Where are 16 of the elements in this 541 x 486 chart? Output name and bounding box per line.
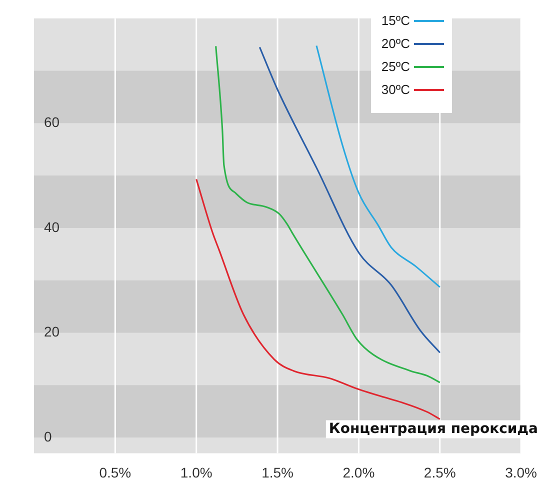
line-series: [196, 178, 441, 420]
legend-label: 25ºC: [381, 59, 410, 74]
x-tick-label: 2.5%: [424, 464, 456, 480]
y-tick-label: 40: [44, 218, 60, 235]
x-tick-label: 1.0%: [180, 464, 212, 480]
legend-label: 20ºC: [381, 36, 410, 51]
x-axis-title: Концентрация пероксида: [328, 420, 538, 437]
y-tick-label: 0: [44, 428, 52, 444]
x-tick-label: 0.5%: [99, 464, 132, 480]
x-tick-label: 1.5%: [262, 464, 294, 480]
x-tick-label: 2.0%: [342, 464, 375, 480]
y-tick-label: 60: [44, 114, 60, 130]
x-tick-label: 3.0%: [505, 464, 538, 480]
legend-label: 15ºC: [381, 13, 410, 28]
legend-label: 30ºC: [381, 82, 410, 97]
y-tick-label: 20: [44, 324, 60, 340]
